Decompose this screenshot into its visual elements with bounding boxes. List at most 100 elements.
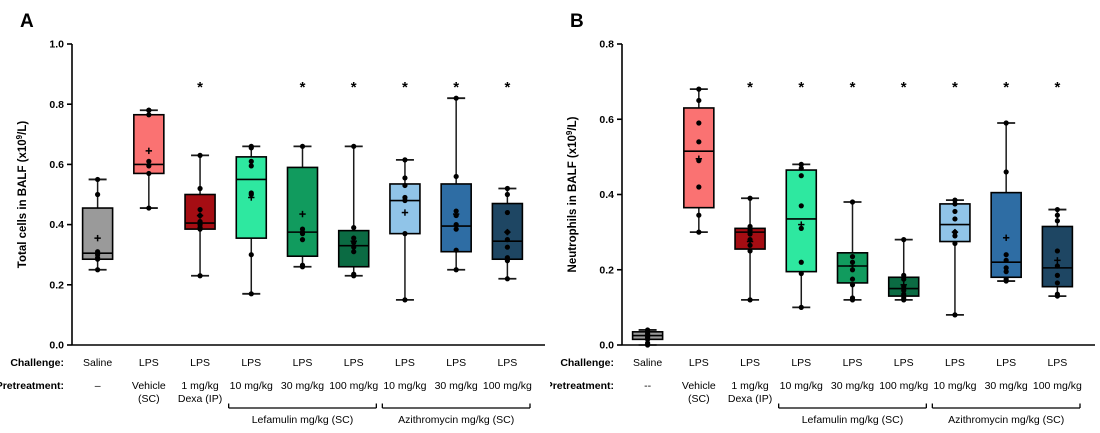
data-point [747, 223, 753, 230]
data-point [696, 212, 702, 218]
data-point [351, 240, 357, 246]
y-axis-title: Total cells in BALF (x109/L) [15, 121, 30, 269]
data-point [504, 185, 510, 192]
data-point [798, 270, 804, 277]
challenge-label: Saline [633, 357, 662, 369]
data-point [146, 107, 152, 113]
data-point [351, 235, 357, 241]
y-tick-label: 0.4 [599, 189, 614, 201]
challenge-label: LPS [791, 357, 811, 369]
data-point [696, 97, 702, 104]
data-point [1054, 206, 1060, 213]
data-point [747, 231, 753, 237]
data-point [1003, 252, 1009, 258]
data-point [351, 244, 357, 250]
data-point [95, 249, 101, 255]
y-tick-label: 0.2 [49, 279, 64, 291]
data-point [747, 195, 753, 201]
box-plot-group [184, 152, 216, 279]
data-point [453, 222, 459, 228]
row-header-pretreatment: Pretreatment: [0, 380, 64, 392]
y-axis-title-pre: Neutrophils in BALF (x10 [567, 135, 579, 272]
data-point [696, 120, 702, 126]
data-point [146, 163, 152, 169]
pretreatment-label: Vehicle [132, 380, 166, 392]
challenge-label: LPS [1047, 357, 1067, 369]
data-point [402, 231, 408, 237]
data-point [402, 157, 408, 163]
pretreatment-label: 10 mg/kg [230, 380, 273, 392]
data-point [952, 229, 958, 235]
y-tick-label: 0.6 [49, 159, 64, 171]
box-plot-group [734, 195, 766, 303]
data-point [952, 312, 958, 318]
challenge-label: LPS [395, 357, 415, 369]
data-point [696, 184, 702, 190]
pretreatment-label: 30 mg/kg [281, 380, 324, 392]
challenge-label: LPS [344, 357, 364, 369]
significance-star: * [453, 79, 459, 96]
pretreatment-label: 100 mg/kg [483, 380, 532, 392]
data-point [146, 158, 152, 164]
box-plot-group [81, 176, 114, 273]
data-point [952, 208, 958, 215]
data-point [299, 262, 306, 268]
data-point [645, 340, 651, 346]
plot-area-a: 0.0 0.2 0.4 0.6 0.8 1.0 Total cells in BALF (x… [0, 39, 545, 426]
data-point [299, 143, 306, 149]
svg-text:Neutrophils in BALF (x109/L): Neutrophils in BALF (x109/L) [565, 116, 580, 272]
data-point [901, 291, 907, 297]
data-point [901, 295, 907, 301]
y-tick-label: 0.0 [49, 340, 64, 352]
data-point [402, 182, 408, 189]
data-point [747, 297, 753, 303]
data-point [747, 248, 753, 254]
data-point [1003, 257, 1009, 263]
data-point [849, 267, 856, 273]
data-point [798, 165, 804, 171]
pretreatment-label: 100 mg/kg [1033, 380, 1082, 392]
group-bracket [931, 403, 1081, 409]
box-rect [389, 183, 421, 235]
challenge-label: LPS [996, 357, 1016, 369]
data-point [1054, 248, 1060, 254]
data-point [747, 237, 753, 243]
significance-star: * [1054, 79, 1060, 96]
data-point [248, 158, 254, 164]
data-point [696, 229, 702, 235]
data-point [197, 212, 203, 219]
data-point [453, 212, 459, 219]
data-point [1054, 212, 1060, 218]
data-point [453, 247, 459, 253]
group-bracket [381, 403, 531, 409]
data-point [1003, 265, 1009, 271]
data-point [504, 237, 510, 243]
pretreatment-label: 10 mg/kg [780, 380, 823, 392]
data-point [351, 271, 357, 277]
data-point [146, 112, 152, 118]
data-point [248, 143, 254, 149]
pretreatment-label: 10 mg/kg [383, 380, 426, 392]
challenge-label: LPS [190, 357, 210, 369]
significance-star: * [850, 79, 856, 96]
challenge-label: LPS [241, 357, 261, 369]
data-point [952, 233, 958, 239]
data-point [197, 152, 203, 158]
data-point [197, 185, 203, 192]
data-point [504, 209, 510, 216]
data-point [696, 86, 702, 92]
y-tick-label: 1.0 [49, 39, 64, 51]
y-tick-label: 0.4 [49, 219, 64, 231]
data-point [901, 276, 907, 282]
data-point [402, 175, 408, 181]
box-rect [1041, 225, 1074, 288]
significance-star: * [901, 79, 907, 96]
data-point [747, 227, 753, 233]
data-point [402, 297, 408, 303]
significance-star: * [747, 79, 753, 96]
data-point [351, 249, 357, 255]
y-axis-title-sup: 9 [15, 134, 24, 139]
significance-star: * [300, 79, 306, 96]
pretreatment-label: 30 mg/kg [831, 380, 874, 392]
box-plot-group [939, 197, 971, 318]
